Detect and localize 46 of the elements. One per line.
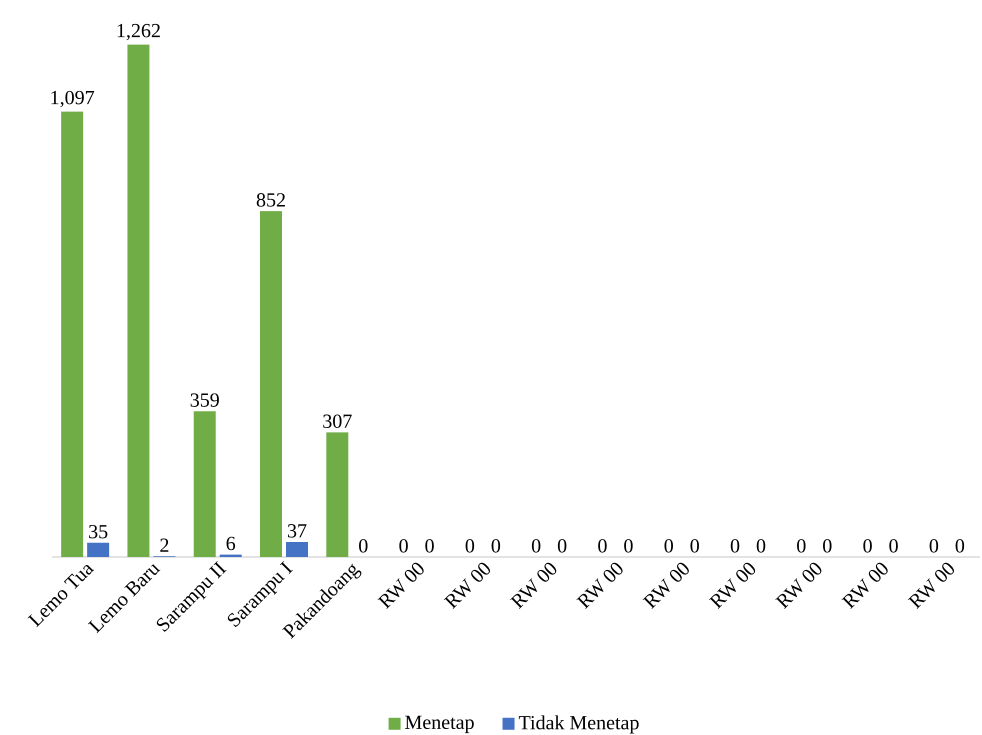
data-label: 0 <box>889 539 898 553</box>
data-label: 0 <box>664 539 673 553</box>
data-label: 0 <box>532 539 540 553</box>
data-label: 0 <box>624 539 633 553</box>
data-label: 0 <box>359 539 368 553</box>
data-label: 0 <box>956 539 964 553</box>
data-label: 0 <box>690 539 699 553</box>
data-label: 1,097 <box>51 90 94 108</box>
legend-label: Tidak Menetap <box>518 715 639 734</box>
data-label: 0 <box>425 539 434 553</box>
x-tick-label: RW 00 <box>841 562 888 609</box>
data-label: 359 <box>190 393 219 407</box>
data-label: 0 <box>756 539 766 553</box>
data-label: 0 <box>466 539 474 553</box>
data-label: 852 <box>256 193 285 207</box>
x-tick-label: RW 00 <box>444 562 490 609</box>
x-tick-label: RW 00 <box>708 562 756 609</box>
data-label: 307 <box>323 414 352 428</box>
data-label: 0 <box>399 539 408 553</box>
bar <box>61 112 84 557</box>
data-label: 0 <box>823 539 832 553</box>
bar <box>286 542 308 557</box>
bar <box>127 44 150 557</box>
x-tick-label: RW 00 <box>576 562 623 609</box>
x-tick-label: RW 00 <box>377 562 424 609</box>
data-label: 0 <box>492 539 500 553</box>
x-tick-label: RW 00 <box>775 562 822 609</box>
x-tick-label: RW 00 <box>510 562 556 609</box>
data-label: 2 <box>160 538 168 552</box>
legend-label: Menetap <box>405 716 474 734</box>
data-label: 6 <box>226 536 236 550</box>
data-label: 0 <box>863 539 872 553</box>
data-label: 35 <box>89 524 108 538</box>
bar <box>326 432 348 557</box>
bar <box>194 411 216 557</box>
data-label: 37 <box>288 524 306 538</box>
bar <box>87 542 110 557</box>
data-label: 0 <box>797 539 806 553</box>
data-label: 0 <box>930 539 938 553</box>
data-label: 0 <box>598 539 607 553</box>
bar <box>260 211 282 557</box>
data-label: 1,262 <box>118 24 160 40</box>
data-label: 0 <box>558 539 566 553</box>
x-tick-label: RW 00 <box>908 562 954 609</box>
x-tick-label: RW 00 <box>642 562 689 609</box>
data-label: 0 <box>730 539 740 553</box>
